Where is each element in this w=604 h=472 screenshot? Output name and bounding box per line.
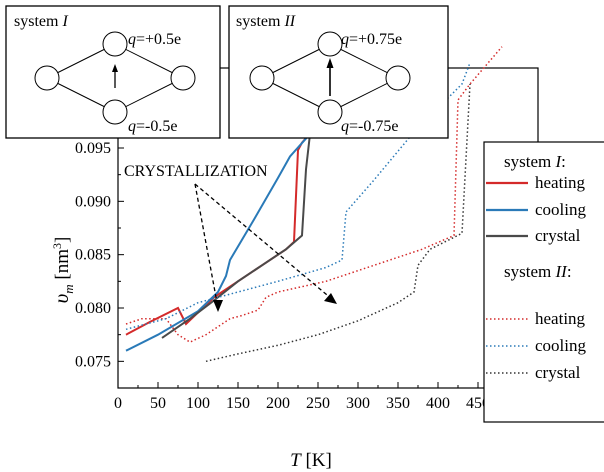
legend-label: crystal (535, 226, 581, 245)
inset-i-title: system I (14, 13, 68, 30)
legend: system I: system II: heating cooling cryst… (483, 141, 604, 423)
atom-right (385, 65, 411, 91)
inset-system-ii: system II q=+0.75e q=-0.75e (228, 5, 449, 139)
x-tick-label: 400 (426, 395, 450, 412)
legend-label: crystal (535, 363, 581, 382)
x-tick-label: 250 (306, 395, 330, 412)
series-i-cooling (125, 133, 311, 352)
atom-right (170, 65, 196, 91)
y-tick-label: 0.095 (75, 140, 111, 157)
y-tick-label: 0.090 (75, 193, 111, 210)
y-tick-label: 0.075 (75, 353, 111, 370)
series-ii-crystal (205, 83, 471, 363)
arrowhead-1 (213, 300, 223, 312)
x-tick-label: 350 (386, 395, 410, 412)
arrowhead-2 (324, 293, 337, 304)
atom-top (102, 31, 128, 57)
inset-system-i: system I q=+0.5e q=-0.5e (5, 5, 221, 139)
inset-ii-q-bottom: q=-0.75e (341, 118, 398, 135)
inset-i-q-bottom: q=-0.5e (128, 118, 177, 135)
legend-label: cooling (535, 336, 586, 355)
y-tick-label: 0.085 (75, 247, 111, 264)
legend-entries: heating cooling crystal heating cooling cryst… (486, 173, 586, 382)
crystallization-arrow-1 (194, 183, 219, 309)
legend-label: heating (535, 309, 586, 328)
crystallization-annotation: CRYSTALLIZATION (124, 163, 337, 312)
series-i-crystal (161, 133, 311, 339)
atom-left (249, 65, 275, 91)
atom-bottom (317, 99, 343, 125)
legend-box (483, 141, 604, 423)
inset-i-q-top: q=+0.5e (128, 31, 181, 48)
x-tick-label: 100 (186, 395, 210, 412)
y-tick-label: 0.080 (75, 300, 111, 317)
crystallization-label: CRYSTALLIZATION (124, 163, 268, 180)
atom-top (317, 31, 343, 57)
legend-title-system-i: system I: (504, 152, 566, 171)
x-axis-title: T [K] (290, 450, 332, 471)
y-axis-title: υm [nm3] (49, 237, 76, 304)
legend-label: heating (535, 173, 586, 192)
legend-label: cooling (535, 200, 586, 219)
atom-bottom (102, 99, 128, 125)
legend-title-system-ii: system II: (504, 262, 572, 281)
x-tick-label: 50 (150, 395, 166, 412)
x-tick-label: 0 (114, 395, 122, 412)
crystallization-arrow-2 (194, 183, 334, 301)
atom-left (34, 65, 60, 91)
series-i-heating (125, 110, 327, 336)
inset-ii-q-top: q=+0.75e (341, 31, 402, 48)
x-tick-label: 150 (226, 395, 250, 412)
inset-ii-title: system II (236, 13, 296, 30)
x-tick-label: 300 (346, 395, 370, 412)
x-tick-label: 200 (266, 395, 290, 412)
